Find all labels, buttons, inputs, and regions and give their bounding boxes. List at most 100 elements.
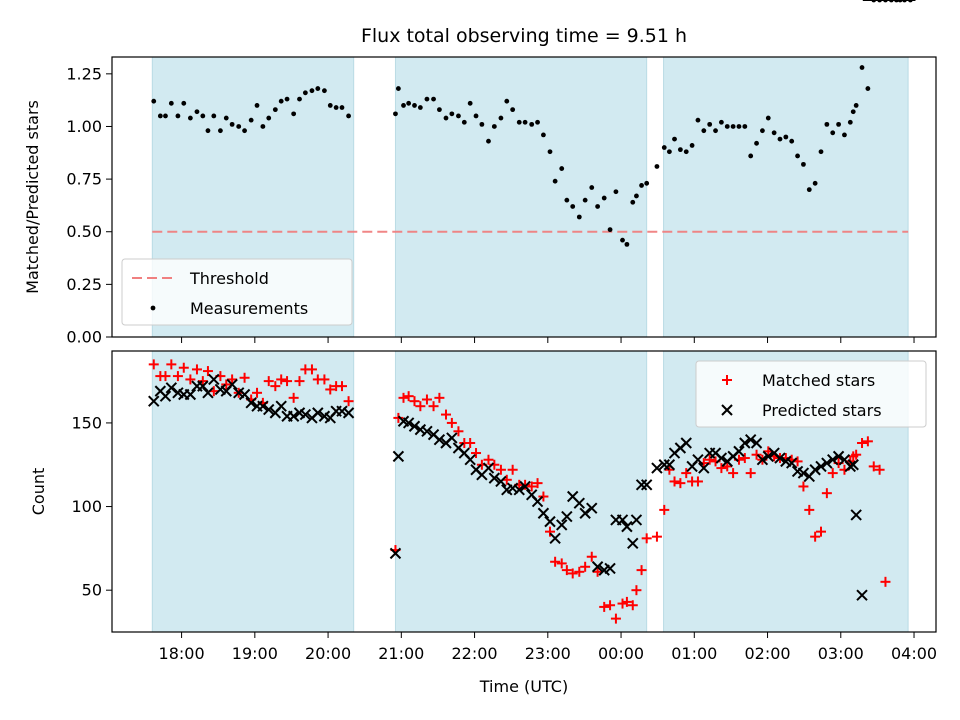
measurement-point [346,113,351,119]
measurement-point [437,107,442,113]
predicted-star-point [809,464,821,476]
measurement-point [291,111,297,117]
legend-measurements-label: Measurements [190,299,308,318]
measurement-point [613,189,619,195]
matched-star-point [227,374,238,385]
matched-star-point [325,384,336,395]
predicted-star-point [238,388,251,401]
predicted-star-point [464,454,476,466]
measurement-point [559,166,565,171]
measurement-point [187,115,193,121]
x-tick-label: 21:00 [378,644,424,663]
measurement-point [236,124,242,129]
measurement-point [783,134,789,140]
measurement-point [491,124,497,129]
predicted-star-point [402,417,415,429]
measurement-point [748,153,754,159]
predicted-star-point [850,509,862,521]
matched-star-point [610,613,621,624]
matched-star-point [270,381,281,392]
predicted-star-point [698,462,710,474]
ratio-y-ticks: 0.00 0.25 0.50 0.75 1.00 1.25 [66,64,112,347]
measurement-point [630,199,636,205]
count-legend: Matched stars Predicted stars [695,360,927,428]
measurement-point [836,121,841,127]
predicted-star-point [797,467,810,479]
measurement-point [742,124,748,129]
matched-star-point [160,371,171,382]
predicted-star-point [513,484,525,496]
predicted-star-point [495,475,507,488]
predicted-star-point [556,519,568,531]
predicted-star-point [856,589,868,601]
matched-star-point [851,449,862,460]
ratio-legend-box [121,258,353,326]
predicted-star-point [544,515,556,528]
measurement-point [850,109,856,115]
predicted-star-point [762,450,774,463]
count-panel-frame [111,350,937,633]
matched-star-point [221,379,232,390]
measurement-point [718,119,724,125]
measurement-point [327,103,333,108]
measurement-point [302,90,308,96]
measurement-point [806,187,812,193]
measurement-point [163,113,168,119]
measurement-point [467,100,473,106]
legend-matched-marker [722,375,732,385]
measurement-point [576,214,582,220]
matched-star-point [276,374,287,385]
matched-star-point [172,371,183,382]
matched-star-point [804,504,815,515]
legend-threshold-label: Threshold [189,269,269,288]
predicted-star-point [744,433,757,446]
x-tick-label: 00:00 [598,644,644,663]
predicted-star-point [299,408,312,421]
measurement-point [431,96,436,102]
measurements-series [151,0,913,247]
predicted-star-point [579,507,591,519]
matched-star-point [185,374,196,385]
matched-stars-series [148,0,916,624]
measurement-point [601,195,607,201]
matched-star-point [239,372,250,383]
ratio-legend: Threshold Measurements [121,258,353,326]
predicted-star-point [408,420,421,432]
matched-star-point [556,558,567,569]
measurement-point [760,128,765,134]
x-tick-label: 02:00 [744,644,790,663]
matched-star-point [421,394,432,405]
matched-star-point [868,461,879,472]
measurement-point [842,132,847,138]
count-legend-box [695,360,927,428]
predicted-star-point [389,547,402,560]
predicted-star-point [827,454,839,466]
y-tick-label: 1.00 [66,117,102,136]
y-tick-label: 1.25 [66,64,102,83]
predicted-star-point [531,495,544,508]
legend-matched-swatch [722,375,732,385]
matched-star-point [520,479,531,490]
count-x-ticks: 18:00 19:00 20:00 21:00 22:00 23:00 00:00 01:00… [159,632,937,663]
matched-star-point [202,366,213,377]
measurement-point [504,98,510,104]
matched-star-point [294,376,305,387]
measurement-point [595,204,601,209]
predicted-star-point [159,390,172,402]
measurement-point [486,138,491,144]
y-tick-label: 0.75 [66,170,102,189]
predicted-star-point [148,395,160,407]
y-tick-label: 0.50 [66,222,102,241]
measurement-point [479,121,485,127]
measurement-point [859,65,865,70]
predicted-star-point [692,454,704,466]
ratio-x-ticks [181,337,915,343]
measurement-point [194,109,200,115]
measurement-point [801,161,806,167]
predicted-star-point [202,387,214,399]
predicted-star-point [392,450,405,463]
predicted-star-point [786,457,798,469]
matched-star-point [545,526,556,537]
y-tick-label: 100 [71,497,102,516]
measurement-point [818,149,824,155]
